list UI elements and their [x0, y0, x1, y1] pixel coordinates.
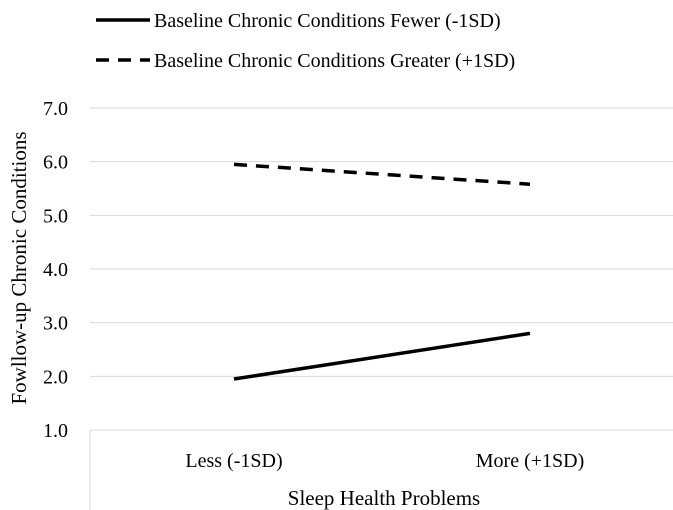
- y-tick-label: 7.0: [43, 98, 68, 120]
- y-tick-label: 5.0: [43, 205, 68, 227]
- y-tick-label: 6.0: [43, 152, 68, 174]
- chart-legend: Baseline Chronic Conditions Fewer (-1SD)…: [96, 10, 515, 72]
- y-axis-label: Fowllow-up Chronic Conditions: [7, 131, 31, 404]
- y-tick-label: 2.0: [43, 366, 68, 388]
- x-tick-labels: Less (-1SD) More (+1SD): [185, 450, 584, 472]
- y-tick-label: 3.0: [43, 313, 68, 335]
- series-line-greater: [233, 162, 531, 186]
- x-tick-label: Less (-1SD): [185, 450, 282, 472]
- y-tick-labels: 1.0 2.0 3.0 4.0 5.0 6.0 7.0: [43, 98, 68, 442]
- series-lines: [233, 162, 531, 381]
- legend-label: Baseline Chronic Conditions Fewer (-1SD): [154, 10, 501, 32]
- chart-axes: [89, 429, 673, 510]
- x-axis-label: Sleep Health Problems: [288, 486, 480, 510]
- y-tick-label: 4.0: [43, 259, 68, 281]
- chart-gridlines: [90, 107, 673, 377]
- series-line-fewer: [233, 331, 531, 381]
- x-tick-label: More (+1SD): [476, 450, 585, 472]
- legend-label: Baseline Chronic Conditions Greater (+1S…: [154, 50, 515, 72]
- y-tick-label: 1.0: [43, 420, 68, 442]
